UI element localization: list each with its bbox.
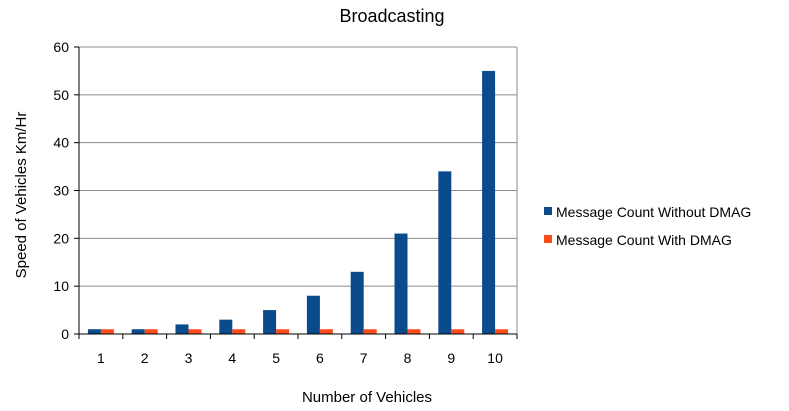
bar [144,329,158,334]
legend-swatch [544,207,552,215]
bar [131,329,145,334]
bar [438,171,452,334]
bar [407,329,421,334]
bar [219,319,233,334]
bar [482,70,496,335]
legend-swatch [544,235,552,243]
y-tick-label: 40 [53,135,69,151]
bar [451,329,465,334]
bar [188,329,202,334]
y-tick-label: 0 [61,326,69,342]
chart-title: Broadcasting [339,6,444,26]
x-tick-label: 3 [185,350,193,366]
bar [175,324,189,334]
x-tick-label: 10 [487,350,503,366]
grid-lines [79,46,518,334]
y-tick-label: 20 [53,230,69,246]
legend: Message Count Without DMAG Message Count … [544,204,751,248]
x-tick-label: 4 [228,350,236,366]
x-tick-label: 2 [141,350,149,366]
x-tick-label: 6 [316,350,324,366]
legend-label: Message Count Without DMAG [556,204,751,220]
x-axis-title: Number of Vehicles [302,389,432,406]
bar [263,310,277,334]
bar [363,329,377,334]
x-tick-label: 9 [447,350,455,366]
bars [87,70,509,335]
legend-label: Message Count With DMAG [556,232,732,248]
y-tick-label: 10 [53,278,69,294]
y-axis-ticks: 0 10 20 30 40 50 60 [53,39,79,342]
x-axis-ticks: 1 2 3 4 5 6 7 8 9 10 [78,334,518,366]
bar [394,233,408,334]
x-tick-label: 7 [360,350,368,366]
bar [100,329,114,334]
y-tick-label: 30 [53,183,69,199]
bar [495,329,509,334]
bar [232,329,246,334]
y-tick-label: 60 [53,39,69,55]
bar [319,329,333,334]
x-tick-label: 8 [404,350,412,366]
x-tick-label: 1 [97,350,105,366]
y-axis-title: Speed of Vehicles Km/Hr [13,112,30,279]
y-tick-label: 50 [53,87,69,103]
bar [276,329,290,334]
bar [350,271,364,334]
bar [87,329,101,334]
bar [306,295,320,334]
x-tick-label: 5 [272,350,280,366]
